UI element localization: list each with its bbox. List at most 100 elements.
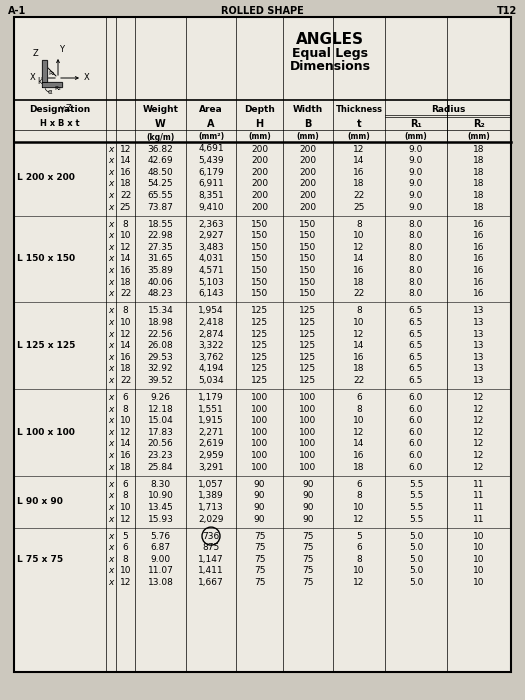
Text: 4,031: 4,031 (198, 254, 224, 263)
Text: 16: 16 (473, 231, 485, 240)
Text: 8: 8 (123, 491, 129, 500)
Text: 90: 90 (254, 503, 265, 512)
Text: 1,915: 1,915 (198, 416, 224, 425)
Text: 6.5: 6.5 (409, 330, 423, 339)
Text: (mm²): (mm²) (198, 132, 224, 141)
Text: 150: 150 (251, 289, 268, 298)
Text: 2,363: 2,363 (198, 220, 224, 229)
Text: 5.5: 5.5 (409, 480, 423, 489)
Text: 14: 14 (120, 156, 131, 165)
Text: 12: 12 (474, 393, 485, 402)
Text: Area: Area (199, 106, 223, 115)
Text: k: k (38, 78, 42, 87)
Text: 12: 12 (120, 243, 131, 252)
Text: 18: 18 (353, 364, 365, 373)
Text: 10: 10 (473, 578, 485, 587)
Text: 150: 150 (251, 231, 268, 240)
Text: 10: 10 (120, 318, 131, 327)
Text: X: X (84, 74, 90, 83)
Text: 75: 75 (254, 543, 265, 552)
Text: 35.89: 35.89 (148, 266, 173, 275)
Text: 100: 100 (251, 393, 268, 402)
Text: 11: 11 (473, 491, 485, 500)
Text: 6,911: 6,911 (198, 179, 224, 188)
Text: 8.0: 8.0 (409, 220, 423, 229)
Text: 22: 22 (120, 376, 131, 385)
Text: 8: 8 (123, 307, 129, 315)
Text: Y: Y (59, 106, 64, 115)
Text: Z: Z (66, 104, 72, 113)
Text: 5.76: 5.76 (151, 531, 171, 540)
Text: 9.0: 9.0 (409, 168, 423, 176)
Text: 10: 10 (473, 555, 485, 564)
Text: 8: 8 (356, 555, 362, 564)
Text: 5: 5 (123, 531, 129, 540)
Text: W: W (155, 119, 166, 129)
Text: x: x (108, 393, 114, 402)
Text: L 75 x 75: L 75 x 75 (17, 555, 63, 564)
Text: 1,411: 1,411 (198, 566, 224, 575)
Text: 16: 16 (120, 353, 131, 362)
Text: 125: 125 (251, 364, 268, 373)
Text: x: x (108, 451, 114, 460)
Text: (mm): (mm) (248, 132, 271, 141)
Text: 100: 100 (299, 405, 317, 414)
Text: x: x (108, 179, 114, 188)
Text: 12: 12 (353, 243, 365, 252)
Text: 150: 150 (299, 243, 317, 252)
Text: 5,034: 5,034 (198, 376, 224, 385)
Text: x: x (108, 289, 114, 298)
Text: R₂: R₂ (54, 86, 61, 91)
Text: 8.0: 8.0 (409, 266, 423, 275)
Text: L 90 x 90: L 90 x 90 (17, 497, 63, 506)
Text: 9.0: 9.0 (409, 191, 423, 200)
Text: 16: 16 (473, 220, 485, 229)
Text: 125: 125 (299, 330, 317, 339)
Text: 736: 736 (202, 531, 219, 540)
Text: 1,551: 1,551 (198, 405, 224, 414)
Text: 40.06: 40.06 (148, 278, 173, 286)
Text: 12: 12 (353, 428, 365, 437)
Text: 13.08: 13.08 (148, 578, 173, 587)
Text: (mm): (mm) (297, 132, 319, 141)
Text: 150: 150 (299, 266, 317, 275)
Text: t: t (356, 119, 361, 129)
Text: 18: 18 (473, 202, 485, 211)
Text: 150: 150 (299, 231, 317, 240)
Text: x: x (108, 254, 114, 263)
Text: Designation: Designation (29, 106, 91, 115)
Text: 150: 150 (251, 220, 268, 229)
Text: 75: 75 (302, 555, 314, 564)
Text: x: x (108, 405, 114, 414)
Text: 42.69: 42.69 (148, 156, 173, 165)
Text: 23.23: 23.23 (148, 451, 173, 460)
Text: x: x (108, 243, 114, 252)
Text: 39.52: 39.52 (148, 376, 173, 385)
Text: X: X (30, 74, 36, 83)
Text: α: α (48, 89, 52, 95)
Text: 200: 200 (251, 202, 268, 211)
Text: x: x (108, 428, 114, 437)
Text: (mm): (mm) (468, 132, 490, 141)
Text: x: x (108, 440, 114, 449)
Text: 125: 125 (299, 376, 317, 385)
Text: 200: 200 (251, 168, 268, 176)
Text: 100: 100 (251, 463, 268, 472)
Text: 11: 11 (473, 514, 485, 524)
Text: x: x (108, 156, 114, 165)
Text: 14: 14 (353, 440, 365, 449)
Text: 6: 6 (123, 543, 129, 552)
Text: 12: 12 (474, 463, 485, 472)
Text: 18: 18 (120, 179, 131, 188)
Text: 5.5: 5.5 (409, 503, 423, 512)
Text: 12: 12 (120, 144, 131, 153)
Text: 12: 12 (474, 440, 485, 449)
Text: R₂: R₂ (473, 119, 485, 129)
Text: 6: 6 (123, 393, 129, 402)
Text: 6.5: 6.5 (409, 376, 423, 385)
Text: 75: 75 (254, 578, 265, 587)
Text: 75: 75 (302, 578, 314, 587)
Text: 10: 10 (353, 503, 365, 512)
Text: 100: 100 (251, 428, 268, 437)
Text: 6.0: 6.0 (409, 405, 423, 414)
